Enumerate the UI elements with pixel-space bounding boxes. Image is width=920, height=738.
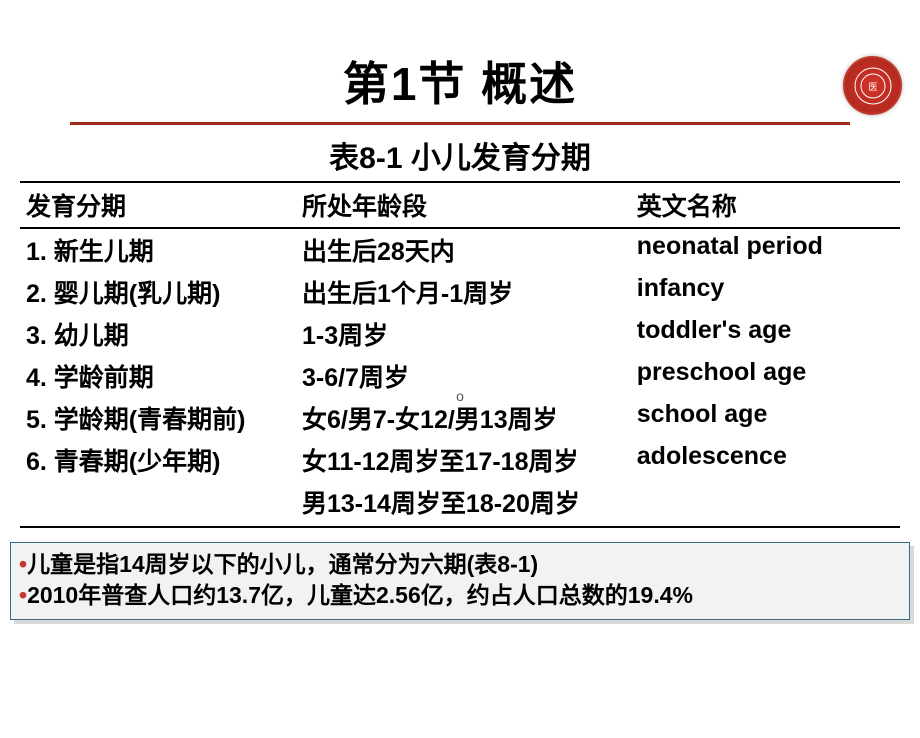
svg-text:医: 医 — [868, 82, 877, 92]
col-english: 英文名称 — [631, 182, 900, 228]
table-row: 2. 婴儿期(乳儿期) 出生后1个月-1周岁 infancy — [20, 271, 900, 313]
bullet-icon: • — [19, 551, 27, 577]
cell-age: 出生后1个月-1周岁 — [296, 271, 631, 313]
cell-age: 女11-12周岁至17-18周岁 — [296, 439, 631, 481]
table-row: 1. 新生儿期 出生后28天内 neonatal period — [20, 228, 900, 271]
footnote-line: •儿童是指14周岁以下的小儿，通常分为六期(表8-1) — [19, 549, 901, 580]
cell-stage — [20, 481, 296, 527]
footnote-box: •儿童是指14周岁以下的小儿，通常分为六期(表8-1) •2010年普查人口约1… — [10, 542, 910, 620]
cell-en: infancy — [631, 271, 900, 313]
footnote-line: •2010年普查人口约13.7亿，儿童达2.56亿，约占人口总数的19.4% — [19, 580, 901, 611]
cell-age: 1-3周岁 — [296, 313, 631, 355]
cell-en: neonatal period — [631, 228, 900, 271]
table-row: 6. 青春期(少年期) 女11-12周岁至17-18周岁 adolescence — [20, 439, 900, 481]
cell-age: 出生后28天内 — [296, 228, 631, 271]
cell-stage: 6. 青春期(少年期) — [20, 439, 296, 481]
table-caption: 表8-1 小儿发育分期 — [0, 133, 920, 177]
cell-stage: 2. 婴儿期(乳儿期) — [20, 271, 296, 313]
cell-stage: 3. 幼儿期 — [20, 313, 296, 355]
cell-stage: 4. 学龄前期 — [20, 355, 296, 397]
footnote-text: 儿童是指14周岁以下的小儿，通常分为六期(表8-1) — [27, 551, 538, 577]
table-header-row: 发育分期 所处年龄段 英文名称 — [20, 182, 900, 228]
table-row: 3. 幼儿期 1-3周岁 toddler's age — [20, 313, 900, 355]
cell-age: 男13-14周岁至18-20周岁 — [296, 481, 631, 527]
title-underline — [70, 122, 850, 125]
col-age: 所处年龄段 — [296, 182, 631, 228]
cell-en: preschool age — [631, 355, 900, 397]
center-marker: o — [456, 388, 464, 404]
cell-en: school age — [631, 397, 900, 439]
footnote-text: 2010年普查人口约13.7亿，儿童达2.56亿，约占人口总数的19.4% — [27, 582, 693, 608]
cell-stage: 5. 学龄期(青春期前) — [20, 397, 296, 439]
cell-en: toddler's age — [631, 313, 900, 355]
col-stage: 发育分期 — [20, 182, 296, 228]
development-stages-table: 发育分期 所处年龄段 英文名称 1. 新生儿期 出生后28天内 neonatal… — [20, 181, 900, 528]
table-row: 男13-14周岁至18-20周岁 — [20, 481, 900, 527]
cell-en — [631, 481, 900, 527]
cell-en: adolescence — [631, 439, 900, 481]
slide-title: 第1节 概述 — [0, 48, 920, 114]
bullet-icon: • — [19, 582, 27, 608]
university-logo-icon: 医 — [843, 56, 902, 115]
cell-stage: 1. 新生儿期 — [20, 228, 296, 271]
